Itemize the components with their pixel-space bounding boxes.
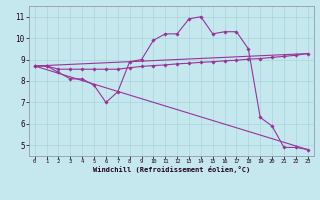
X-axis label: Windchill (Refroidissement éolien,°C): Windchill (Refroidissement éolien,°C) <box>92 166 250 173</box>
